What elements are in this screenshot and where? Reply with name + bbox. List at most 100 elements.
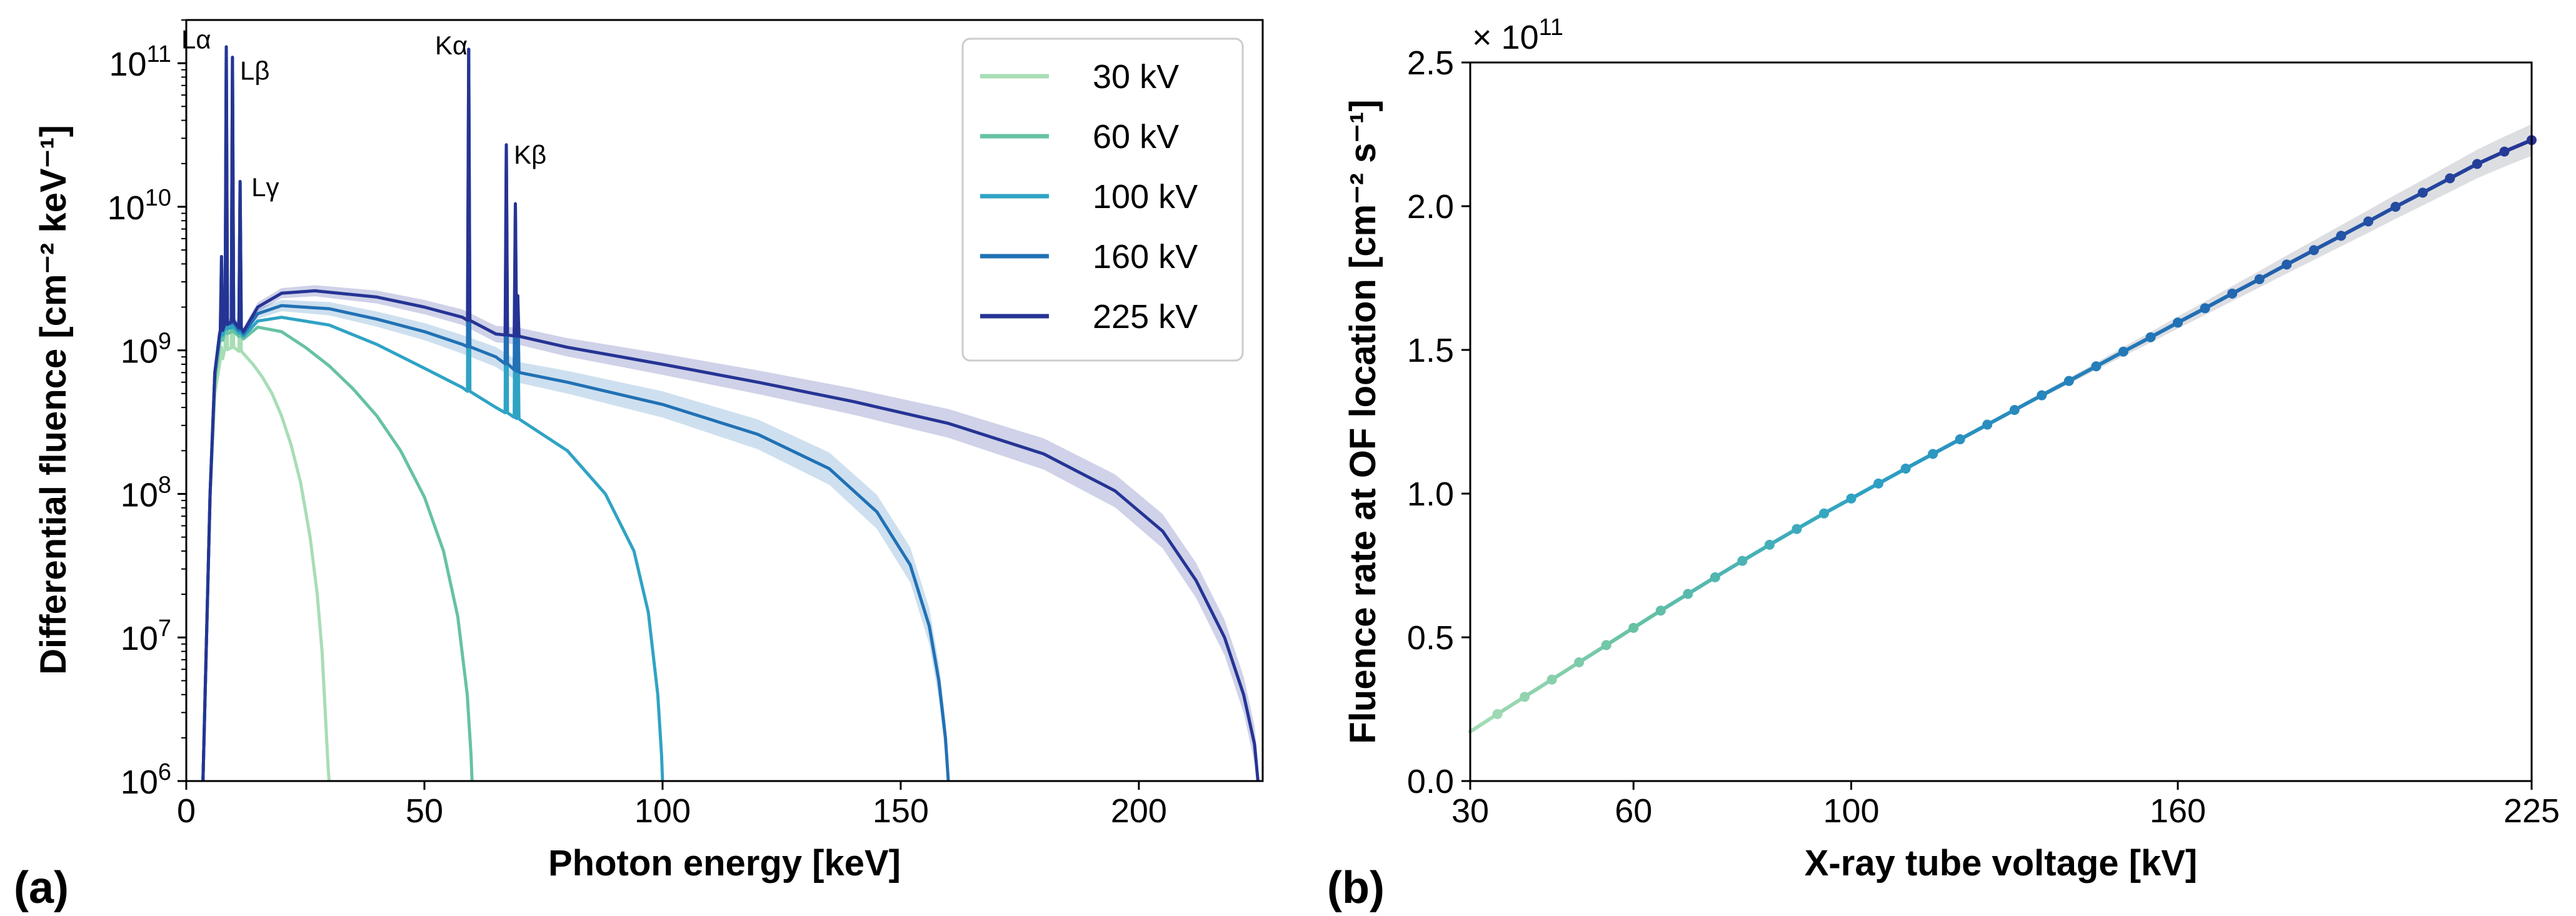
x-tick-label: 200 xyxy=(1111,792,1167,830)
x-tick-label: 0 xyxy=(177,792,196,830)
series-segment xyxy=(1931,437,1962,456)
y-tick-label: 1011 xyxy=(109,41,171,83)
y-tick-label: 108 xyxy=(121,472,171,514)
data-point xyxy=(1792,524,1802,534)
legend-entry: 225 kV xyxy=(1093,298,1198,336)
data-point xyxy=(1900,463,1911,474)
data-point xyxy=(2445,173,2455,184)
peak-label: Lα xyxy=(181,25,211,54)
data-point xyxy=(1982,419,1993,430)
x-tick-label: 50 xyxy=(406,792,443,830)
series-segment xyxy=(2040,379,2071,397)
series-segment xyxy=(1495,695,1527,716)
series-segment xyxy=(1795,511,1826,531)
series-segment xyxy=(2366,204,2398,224)
data-point xyxy=(1955,434,1965,445)
data-point xyxy=(1846,493,1857,504)
panel-b-plot-background xyxy=(1470,62,2532,781)
y-tick-label: 106 xyxy=(121,759,171,801)
series-segment xyxy=(1604,625,1636,647)
peak-label: Lγ xyxy=(251,172,279,202)
panel-b-label: (b) xyxy=(1327,863,1385,913)
panel-a-x-axis-label: Photon energy [keV] xyxy=(548,843,901,884)
series-segment xyxy=(2257,262,2289,281)
series-segment xyxy=(1686,575,1717,596)
x-tick-label: 150 xyxy=(873,792,929,830)
panel-b-x-axis-label: X-ray tube voltage [kV] xyxy=(1805,843,2197,884)
data-point xyxy=(2336,231,2347,241)
x-tick-label: 100 xyxy=(634,792,691,830)
data-point xyxy=(2417,187,2428,198)
data-point xyxy=(2118,346,2128,357)
legend-entry: 30 kV xyxy=(1093,58,1179,96)
panel-a-x-ticks: 0 50 100 150 200 xyxy=(177,781,1167,830)
data-point xyxy=(2145,332,2156,342)
series-segment xyxy=(1713,559,1745,579)
series-segment xyxy=(2339,219,2370,238)
data-point xyxy=(2390,201,2401,212)
data-point xyxy=(1492,709,1503,719)
data-point xyxy=(1601,640,1611,650)
series-segment xyxy=(1658,592,1690,613)
series-segment xyxy=(1822,496,1853,515)
series-segment xyxy=(2285,248,2316,267)
data-point xyxy=(1628,622,1639,633)
series-segment xyxy=(2121,335,2153,354)
data-point xyxy=(2037,390,2047,401)
data-point xyxy=(2282,259,2292,270)
series-segment xyxy=(1767,527,1799,547)
series-segment xyxy=(1903,452,1935,470)
data-point xyxy=(1928,449,1938,459)
y-tick-label: 107 xyxy=(121,615,171,657)
y-tick-label: 1.0 xyxy=(1407,475,1454,513)
series-segment xyxy=(1849,481,1881,500)
data-point xyxy=(1873,478,1884,489)
series-segment xyxy=(1577,643,1608,665)
series-segment xyxy=(2176,306,2207,325)
legend-entry: 100 kV xyxy=(1093,178,1198,216)
series-segment xyxy=(1523,677,1554,699)
data-point xyxy=(1546,674,1557,685)
y-tick-label: 2.0 xyxy=(1407,188,1454,226)
series-segment xyxy=(1468,712,1500,734)
data-point xyxy=(2063,376,2074,386)
x-tick-label: 30 xyxy=(1451,792,1489,830)
data-point xyxy=(1710,572,1720,582)
series-segment xyxy=(2420,176,2452,195)
panel-a-plot-frame xyxy=(185,19,1264,782)
x-tick-label: 160 xyxy=(2150,792,2206,830)
panel-a-y-axis-label: Differential fluence [cm⁻² keV⁻¹] xyxy=(33,125,74,675)
series-line-225kv xyxy=(201,45,1260,782)
y-tick-label: 0.0 xyxy=(1407,763,1454,800)
data-point xyxy=(1655,605,1666,616)
band-225kv xyxy=(203,285,1258,781)
data-point xyxy=(2499,146,2510,157)
peak-label: Lβ xyxy=(240,56,270,86)
panel-a-log-spectrum-chart: 0 50 100 150 200 106 107 108 109 1010 1011 Lα Lβ Lγ… xyxy=(14,19,1264,913)
series-segment xyxy=(2393,191,2425,209)
data-point xyxy=(1819,508,1829,519)
panel-b-plot-frame xyxy=(1469,61,2533,782)
panel-a-legend: 30 kV 60 kV 100 kV 160 kV 225 kV xyxy=(961,37,1244,362)
series-segment xyxy=(2448,162,2479,181)
panel-b-y-multiplier: × 1011 xyxy=(1472,14,1563,56)
y-tick-label: 0.5 xyxy=(1407,619,1454,657)
data-point xyxy=(2363,216,2373,227)
data-point xyxy=(2200,303,2210,314)
series-segment xyxy=(2067,364,2098,383)
y-tick-label: 1.5 xyxy=(1407,332,1454,369)
peak-label: Kα xyxy=(435,31,468,60)
panel-b-fluence-rate-chart: 30 60 100 160 225 0.00.51.01.52.02.5 × 1011 … xyxy=(1327,14,2560,913)
data-point xyxy=(1683,589,1693,599)
panel-a-peak-labels: Lα Lβ Lγ Kα Kβ xyxy=(181,25,546,202)
y-tick-label: 1010 xyxy=(108,185,171,227)
series-segment xyxy=(2148,321,2180,339)
panel-b-y-ticks: 0.0 0.5 1.0 1.5 2.0 2.5 xyxy=(1407,44,1470,800)
series-segment xyxy=(1550,660,1581,682)
panel-a-y-ticks: 106 107 108 109 1010 1011 xyxy=(108,19,186,801)
series-segment xyxy=(1877,466,1908,485)
data-point xyxy=(2227,288,2238,299)
data-point xyxy=(2173,317,2183,328)
peak-label: Kβ xyxy=(514,140,546,169)
